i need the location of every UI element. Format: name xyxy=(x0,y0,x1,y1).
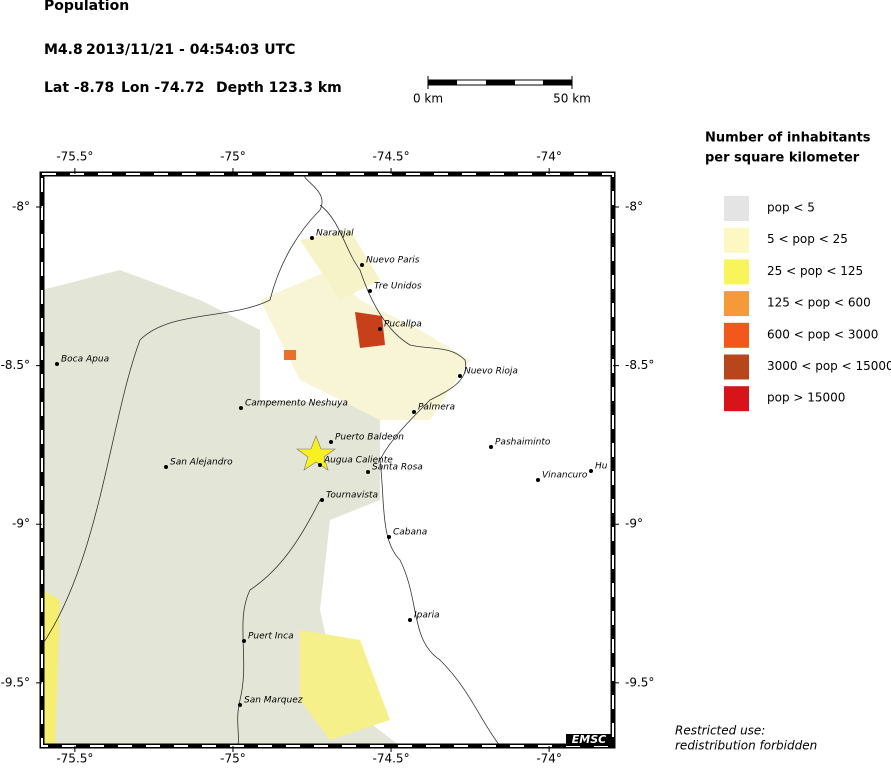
legend-label: 3000 < pop < 15000 xyxy=(767,359,891,373)
city-dot xyxy=(589,469,593,473)
lat-label: -9.5° xyxy=(1,675,30,689)
map-area xyxy=(42,174,613,746)
footer: Restricted use: xyxy=(675,724,765,738)
city-label: Tournavista xyxy=(326,491,378,501)
lon-label: -75.5° xyxy=(56,150,93,164)
lat-label: -8.5° xyxy=(1,358,30,372)
lon: Lon -74.72 xyxy=(121,80,204,96)
legend-swatch xyxy=(724,386,749,412)
footer: redistribution forbidden xyxy=(675,739,817,753)
city-dot xyxy=(329,440,333,444)
lat-label: -9.5° xyxy=(625,675,654,689)
city-label: Vinancuro xyxy=(542,471,588,481)
city-dot xyxy=(238,703,242,707)
lon-label: -74.5° xyxy=(373,150,410,164)
lat-label: -8° xyxy=(625,199,643,213)
legend-title: Number of inhabitants xyxy=(705,131,871,146)
lat-label: -9° xyxy=(12,517,30,531)
legend-swatch xyxy=(724,322,749,348)
lon-label: -74° xyxy=(536,752,562,766)
scale-bar xyxy=(427,76,573,89)
city-dot xyxy=(310,236,314,240)
city-label: Iparia xyxy=(414,611,440,621)
depth: Depth 123.3 km xyxy=(216,80,342,96)
city-label: Puerto Baldeon xyxy=(335,433,404,443)
scale-end: 50 km xyxy=(553,92,591,106)
lat-label: -9° xyxy=(625,517,643,531)
lon-label: -75.5° xyxy=(56,752,93,766)
city-label: Augua Caliente xyxy=(323,456,393,466)
city-dot xyxy=(408,618,412,622)
city-label: Puert Inca xyxy=(248,632,294,642)
lat: Lat -8.78 xyxy=(44,80,114,96)
city-label: Palmera xyxy=(418,403,455,413)
map-frame-pattern xyxy=(41,173,614,747)
legend-title: per square kilometer xyxy=(705,151,860,166)
city-label: Nuevo Rioja xyxy=(464,367,518,377)
lat-label: -8° xyxy=(12,199,30,213)
legend-swatch xyxy=(724,291,749,317)
city-dot xyxy=(368,289,372,293)
legend-label: 5 < pop < 25 xyxy=(767,232,848,246)
city-dot xyxy=(387,535,391,539)
city-label: Naranjal xyxy=(316,229,354,239)
city-dot xyxy=(360,263,364,267)
logo-box xyxy=(566,734,612,746)
city-dot xyxy=(412,410,416,414)
legend-label: pop < 5 xyxy=(767,201,815,215)
city-dot xyxy=(320,498,324,502)
epicenter-star xyxy=(296,435,336,471)
lon-label: -74.5° xyxy=(373,752,410,766)
city-dot xyxy=(164,465,168,469)
city-dot xyxy=(239,406,243,410)
city-label: Pashaiminto xyxy=(495,438,551,448)
city-dot xyxy=(536,478,540,482)
legend-swatch xyxy=(724,196,749,221)
city-label: Boca Apua xyxy=(61,355,109,365)
scale-start: 0 km xyxy=(413,92,443,106)
city-label: San Alejandro xyxy=(170,458,233,468)
city-dot xyxy=(458,374,462,378)
city-dot xyxy=(366,470,370,474)
magnitude: M4.8 xyxy=(44,42,83,58)
lat-label: -8.5° xyxy=(625,358,654,372)
city-label: Campemento Neshuya xyxy=(245,399,348,409)
city-label: Tre Unidos xyxy=(374,282,422,292)
datetime: 2013/11/21 - 04:54:03 UTC xyxy=(86,42,295,58)
city-dot xyxy=(242,639,246,643)
city-label: San Marquez xyxy=(244,696,303,706)
city-label: Nuevo Paris xyxy=(366,256,420,266)
city-label: Hu xyxy=(595,462,608,472)
city-label: Santa Rosa xyxy=(372,463,423,473)
logo: EMSC xyxy=(572,733,606,746)
city-dot xyxy=(55,362,59,366)
city-dot xyxy=(378,327,382,331)
legend-swatch xyxy=(724,227,749,253)
legend-label: 25 < pop < 125 xyxy=(767,264,863,278)
lon-label: -75° xyxy=(220,752,246,766)
legend-swatch xyxy=(724,259,749,285)
legend-label: 600 < pop < 3000 xyxy=(767,327,878,341)
city-dot xyxy=(489,445,493,449)
lon-label: -74° xyxy=(536,150,562,164)
legend-swatch xyxy=(724,354,749,380)
legend-label: 125 < pop < 600 xyxy=(767,296,871,310)
city-label: Cabana xyxy=(393,528,427,538)
lon-label: -75° xyxy=(220,150,246,164)
city-label: Pucallpa xyxy=(384,320,422,330)
title: Population xyxy=(44,0,129,14)
city-dot xyxy=(318,463,322,467)
legend-label: pop > 15000 xyxy=(767,391,845,405)
